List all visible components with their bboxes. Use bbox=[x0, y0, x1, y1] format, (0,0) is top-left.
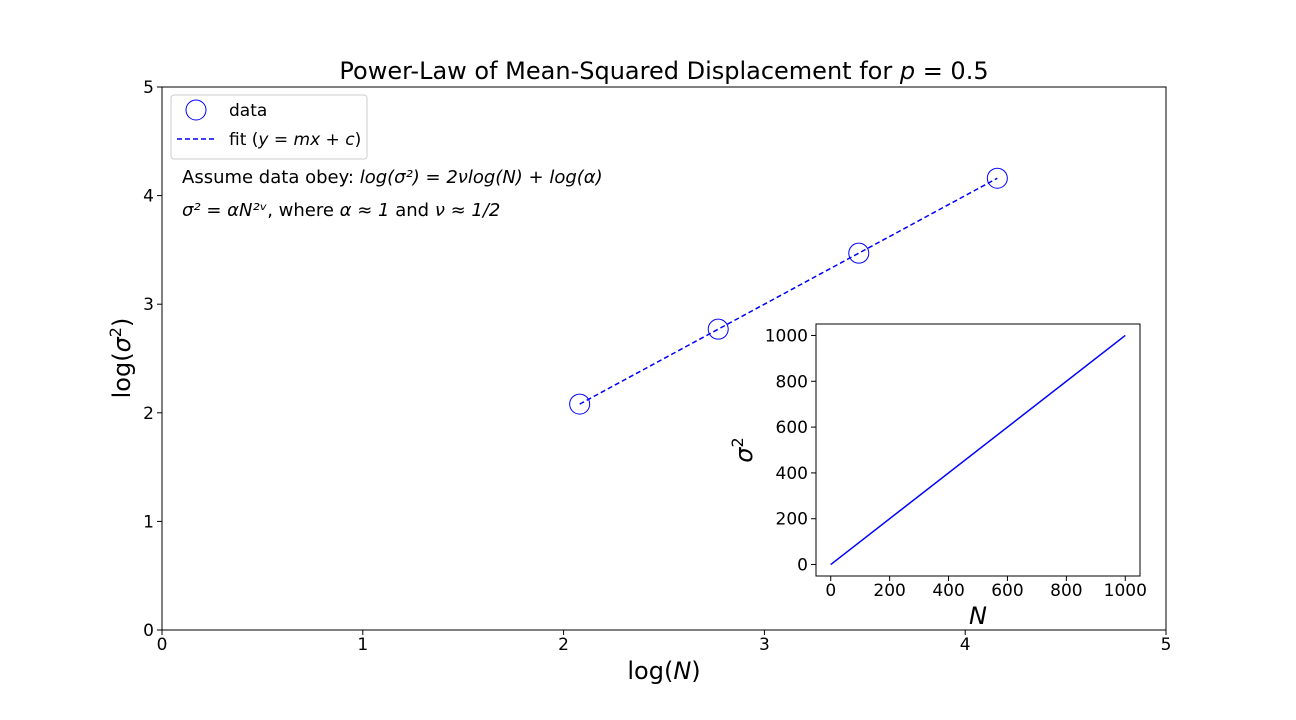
inset-x-axis-label: N bbox=[969, 602, 987, 630]
y-tick-label: 400 bbox=[776, 464, 808, 484]
x-tick-label: 3 bbox=[759, 635, 770, 655]
x-tick-label: 4 bbox=[960, 635, 971, 655]
x-tick-label: 400 bbox=[932, 581, 964, 601]
inset-series bbox=[830, 334, 1126, 566]
x-tick-label: 1 bbox=[357, 635, 368, 655]
inset-x-ticks: 0 200 400 600 800 1000 bbox=[825, 576, 1147, 601]
annotation-power-law: σ² = αN²ᵛ, where α ≈ 1 and ν ≈ 1/2 bbox=[182, 200, 500, 221]
y-tick-label: 4 bbox=[143, 187, 154, 207]
x-tick-label: 600 bbox=[991, 581, 1023, 601]
y-tick-label: 600 bbox=[776, 418, 808, 438]
legend-data-label: data bbox=[229, 101, 267, 121]
main-series bbox=[569, 167, 1008, 415]
annotation-assumption: Assume data obey: log(σ²) = 2νlog(N) + l… bbox=[182, 167, 603, 188]
fit-line bbox=[579, 177, 998, 405]
x-tick-label: 200 bbox=[873, 581, 905, 601]
x-tick-label: 800 bbox=[1050, 581, 1082, 601]
y-tick-label: 200 bbox=[776, 510, 808, 530]
chart-title: Power-Law of Mean-Squared Displacement f… bbox=[339, 57, 988, 85]
y-tick-label: 1 bbox=[143, 512, 154, 532]
y-tick-label: 1000 bbox=[765, 326, 808, 346]
data-point bbox=[707, 318, 729, 340]
inset-series-line bbox=[830, 334, 1126, 566]
legend-fit-label: fit (y = mx + c) bbox=[229, 130, 361, 150]
inset-y-axis-label: σ2 bbox=[728, 437, 758, 462]
x-tick-label: 0 bbox=[825, 581, 836, 601]
y-tick-label: 800 bbox=[776, 372, 808, 392]
inset-plot: 0 200 400 600 800 1000 0 200 400 600 800 1000 N σ2 bbox=[728, 323, 1147, 630]
inset-y-ticks: 0 200 400 600 800 1000 bbox=[765, 326, 816, 576]
y-axis-label: log(σ2) bbox=[106, 318, 136, 399]
x-axis-label: log(N) bbox=[627, 657, 700, 685]
y-tick-label: 0 bbox=[143, 621, 154, 641]
data-point bbox=[848, 242, 870, 264]
x-tick-label: 1000 bbox=[1104, 581, 1147, 601]
data-point bbox=[986, 167, 1008, 189]
main-plot: 0 1 2 3 4 5 0 1 2 3 4 5 Power-Law of Mean-Squared … bbox=[106, 57, 1171, 685]
y-tick-label: 5 bbox=[143, 78, 154, 98]
x-tick-label: 2 bbox=[558, 635, 569, 655]
main-x-ticks: 0 1 2 3 4 5 bbox=[157, 630, 1172, 655]
x-tick-label: 0 bbox=[157, 635, 168, 655]
main-plot-frame bbox=[161, 86, 1167, 631]
y-tick-label: 0 bbox=[797, 556, 808, 576]
y-tick-label: 2 bbox=[143, 404, 154, 424]
x-tick-label: 5 bbox=[1161, 635, 1172, 655]
data-point bbox=[569, 393, 591, 415]
legend-data-marker bbox=[185, 99, 207, 121]
legend-frame bbox=[170, 94, 368, 160]
legend: data fit (y = mx + c) bbox=[170, 94, 368, 160]
main-y-ticks: 0 1 2 3 4 5 bbox=[143, 78, 162, 641]
y-tick-label: 3 bbox=[143, 295, 154, 315]
